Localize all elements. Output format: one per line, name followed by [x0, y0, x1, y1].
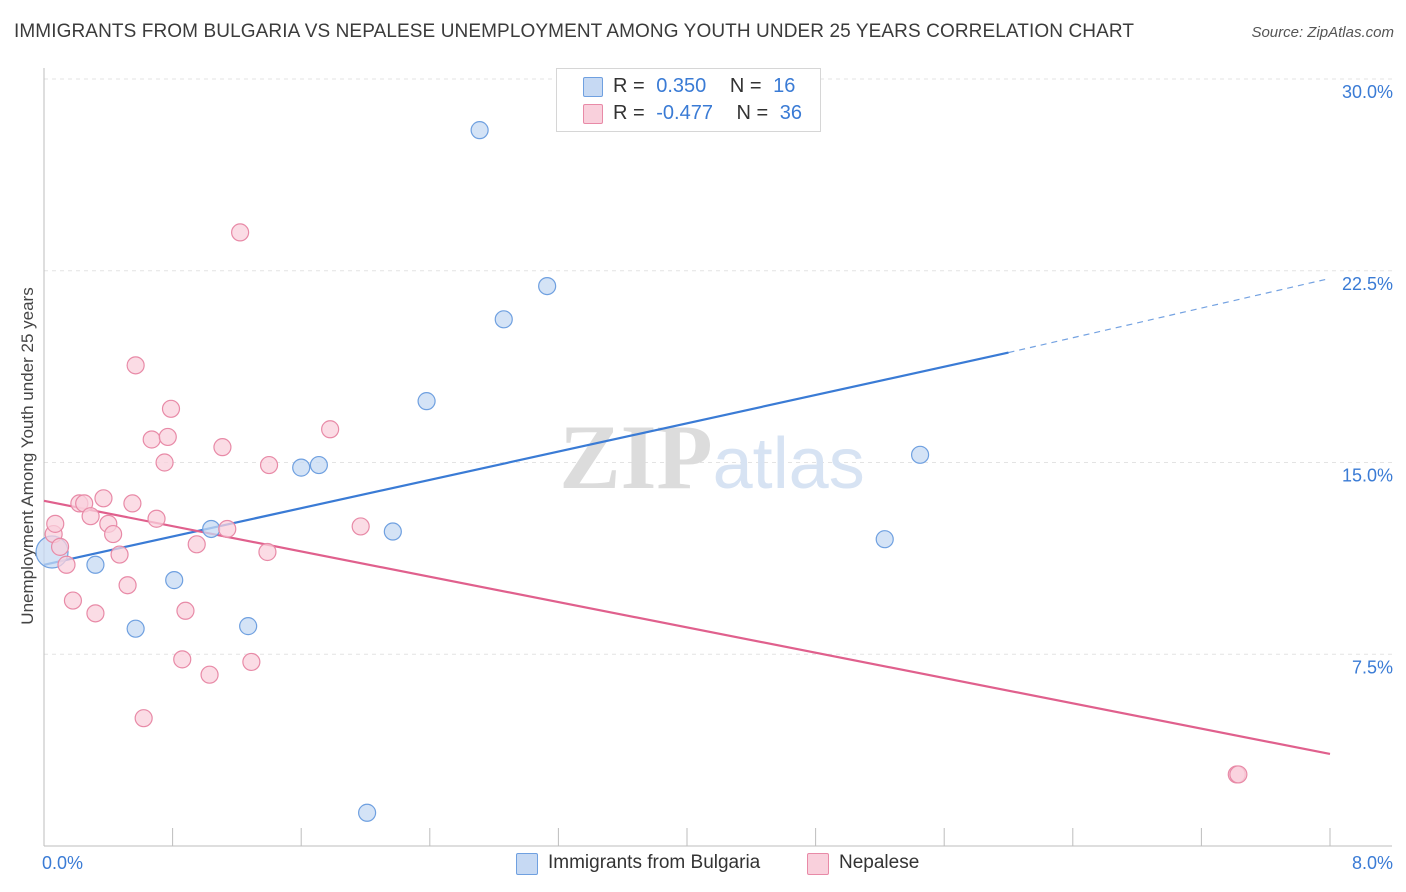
legend-n-value: 16 [773, 75, 796, 97]
data-point-nepalese [158, 427, 177, 447]
data-point-bulgaria [910, 445, 930, 464]
data-point-nepalese [321, 420, 340, 439]
data-point-bulgaria [292, 458, 311, 477]
y-tick-label: 7.5% [1352, 657, 1393, 677]
data-point-nepalese [94, 489, 113, 508]
data-point-bulgaria [239, 617, 258, 636]
data-point-bulgaria [309, 455, 328, 475]
data-point-nepalese [104, 524, 123, 544]
data-point-nepalese [176, 601, 195, 620]
data-point-bulgaria [358, 803, 377, 822]
data-point-nepalese [200, 665, 219, 684]
legend-r-value: -0.477 [656, 102, 713, 124]
data-point-nepalese [259, 455, 279, 475]
data-point-nepalese [187, 535, 206, 554]
legend-r-label: R = [613, 75, 645, 97]
watermark: ZIPatlas [559, 406, 864, 508]
data-point-nepalese [213, 438, 232, 457]
data-point-nepalese [218, 519, 237, 539]
chart-title: IMMIGRANTS FROM BULGARIA VS NEPALESE UNE… [14, 21, 1135, 42]
data-point-bulgaria [494, 310, 513, 329]
data-point-nepalese [123, 494, 142, 513]
data-point-nepalese [134, 709, 153, 728]
legend-r-value: 0.350 [656, 75, 707, 97]
data-point-nepalese [142, 430, 161, 449]
data-point-bulgaria [875, 530, 894, 549]
legend-n-label: N = [736, 102, 769, 124]
legend-n-value: 36 [779, 102, 803, 124]
chart-source: Source: ZipAtlas.com [1251, 24, 1394, 41]
series-label-bulgaria: Immigrants from Bulgaria [548, 852, 761, 873]
data-point-nepalese [155, 453, 174, 472]
data-point-bulgaria [86, 555, 105, 574]
data-point-nepalese [1229, 765, 1248, 784]
legend-swatch-nepalese [583, 104, 603, 124]
data-point-nepalese [86, 604, 105, 623]
data-point-nepalese [161, 399, 181, 418]
data-point-nepalese [46, 514, 65, 533]
data-point-nepalese [351, 517, 370, 536]
data-point-bulgaria [538, 276, 557, 296]
y-tick-label: 22.5% [1342, 274, 1393, 294]
legend: R = 0.350 N = 16 R = -0.477 N = 36 [556, 68, 821, 132]
data-point-nepalese [118, 576, 137, 595]
data-point-nepalese [231, 223, 250, 242]
data-point-nepalese [63, 591, 83, 610]
legend-r-label: R = [613, 102, 645, 124]
legend-swatch-bulgaria [583, 77, 603, 97]
data-point-bulgaria [417, 392, 436, 411]
data-point-nepalese [81, 507, 100, 526]
data-point-bulgaria [383, 522, 402, 541]
legend-n-label: N = [729, 75, 762, 97]
data-point-bulgaria [126, 619, 145, 638]
data-point-nepalese [126, 356, 145, 375]
data-point-nepalese [147, 509, 166, 528]
series-swatch-bulgaria [516, 853, 538, 875]
series-label-nepalese: Nepalese [839, 852, 920, 873]
data-point-nepalese [50, 537, 70, 556]
x-tick-label: 8.0% [1352, 853, 1393, 873]
series-swatch-nepalese [807, 853, 829, 875]
data-point-nepalese [242, 652, 261, 672]
data-point-bulgaria [202, 519, 221, 539]
trend-line-nepalese [43, 499, 1331, 756]
data-point-nepalese [57, 555, 76, 574]
y-tick-label: 30.0% [1342, 82, 1393, 102]
data-point-nepalese [173, 650, 192, 669]
y-tick-label: 15.0% [1342, 466, 1393, 486]
data-point-bulgaria [470, 121, 489, 140]
data-point-nepalese [258, 542, 277, 562]
x-tick-label: 0.0% [42, 853, 83, 873]
trend-line-bulgaria-extension [1008, 277, 1331, 354]
data-point-nepalese [110, 545, 129, 564]
data-point-bulgaria [165, 571, 184, 590]
